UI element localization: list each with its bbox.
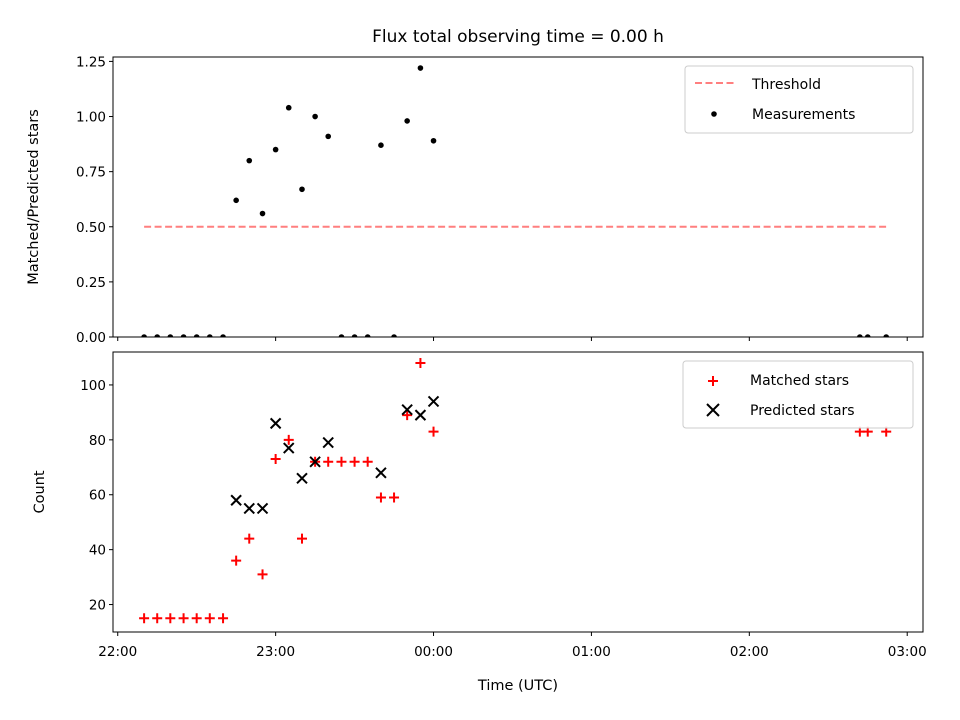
- legend-threshold-label: Threshold: [751, 77, 821, 93]
- predicted-star-point: [401, 403, 413, 416]
- y-tick-label-top: 0.00: [76, 330, 106, 346]
- measurement-point: [325, 133, 332, 140]
- x-tick-label: 00:00: [414, 644, 453, 660]
- legend-matched-label: Matched stars: [750, 373, 849, 389]
- matched-star-point: [231, 555, 242, 566]
- measurement-point: [285, 104, 292, 111]
- y-tick-label-bottom: 100: [80, 378, 106, 394]
- chart-title: Flux total observing time = 0.00 h: [372, 27, 664, 47]
- measurement-point: [864, 334, 871, 337]
- matched-star-point: [402, 410, 413, 421]
- predicted-star-point: [243, 502, 255, 515]
- y-tick-label-top: 1.00: [76, 110, 106, 126]
- measurement-point: [154, 334, 161, 337]
- matched-star-point: [191, 613, 202, 624]
- y-axis-label-top: Matched/Predicted stars: [26, 109, 42, 285]
- predicted-stars-series: [230, 395, 440, 515]
- measurement-point: [430, 137, 437, 144]
- measurement-point: [206, 334, 213, 337]
- y-tick-label-bottom: 80: [89, 433, 106, 449]
- legend-bottom-box: [682, 360, 914, 429]
- matched-star-point: [389, 492, 400, 503]
- predicted-star-point: [296, 472, 308, 484]
- y-tick-label-top: 0.50: [76, 220, 106, 236]
- x-tick-label: 22:00: [98, 644, 137, 660]
- y-tick-label-top: 0.75: [76, 165, 106, 181]
- measurement-point: [180, 334, 187, 337]
- matched-star-point: [375, 492, 386, 503]
- predicted-star-point: [322, 436, 334, 449]
- measurements-series: [141, 65, 890, 337]
- measurement-point: [141, 334, 147, 337]
- legend-measurements-label: Measurements: [752, 107, 855, 123]
- measurement-point: [857, 334, 863, 337]
- measurement-point: [167, 334, 174, 337]
- matched-star-point: [165, 613, 176, 624]
- measurement-point: [364, 334, 371, 337]
- measurement-point: [259, 210, 266, 217]
- matched-star-point: [336, 456, 347, 467]
- legend-measurements-swatch: [711, 111, 717, 117]
- legend-predicted-label: Predicted stars: [750, 403, 855, 419]
- matched-star-point: [204, 613, 215, 624]
- matched-star-point: [178, 613, 189, 624]
- predicted-star-point: [256, 502, 269, 515]
- y-tick-label-bottom: 60: [89, 488, 106, 504]
- measurement-point: [378, 142, 384, 148]
- predicted-star-point: [269, 417, 282, 430]
- x-tick-label: 02:00: [730, 644, 769, 660]
- y-tick-label-bottom: 20: [89, 598, 106, 614]
- measurement-point: [246, 157, 253, 164]
- measurement-point: [220, 334, 226, 337]
- matched-star-point: [244, 533, 255, 544]
- y-tick-label-top: 1.25: [76, 54, 106, 70]
- matched-star-point: [257, 569, 268, 580]
- measurement-point: [272, 146, 279, 153]
- matched-star-point: [349, 456, 360, 467]
- x-tick-label: 03:00: [888, 644, 927, 660]
- predicted-star-point: [283, 442, 295, 454]
- bottom-axes-frame: [112, 351, 924, 633]
- matched-star-point: [270, 454, 281, 465]
- y-axis-label-bottom: Count: [32, 470, 48, 513]
- measurement-point: [417, 65, 424, 71]
- matched-star-point: [283, 434, 294, 445]
- measurement-point: [351, 334, 358, 337]
- predicted-star-point: [375, 467, 387, 479]
- measurement-point: [299, 186, 305, 193]
- measurement-point: [391, 334, 397, 337]
- x-axis-label: Time (UTC): [477, 678, 558, 694]
- top-axes-frame: [112, 56, 924, 338]
- matched-star-point: [428, 426, 439, 437]
- legend-bottom: Matched stars Predicted stars: [682, 360, 914, 429]
- top-panel: 0.00 0.25 0.50 0.75 1.00 1.25 Matched/Predicte…: [26, 54, 924, 346]
- measurement-point: [312, 113, 318, 120]
- legend-top: Threshold Measurements: [684, 65, 914, 134]
- matched-star-point: [297, 533, 307, 544]
- predicted-star-point: [230, 494, 242, 506]
- measurement-point: [233, 197, 239, 204]
- predicted-star-point: [414, 409, 427, 421]
- matched-star-point: [415, 357, 426, 368]
- y-tick-label-bottom: 40: [89, 543, 106, 559]
- x-tick-label: 01:00: [572, 644, 611, 660]
- matched-star-point: [152, 613, 163, 624]
- legend-predicted-swatch: [706, 403, 720, 417]
- matched-star-point: [218, 613, 229, 624]
- measurement-point: [404, 118, 410, 124]
- x-tick-label: 23:00: [256, 644, 295, 660]
- measurement-point: [338, 334, 345, 337]
- matched-star-point: [323, 456, 334, 467]
- y-tick-label-top: 0.25: [76, 275, 106, 291]
- legend-top-box: [684, 65, 914, 134]
- predicted-star-point: [309, 456, 321, 468]
- predicted-star-point: [427, 395, 440, 408]
- measurement-point: [883, 334, 890, 337]
- legend-matched-swatch: [708, 376, 718, 386]
- matched-star-point: [139, 613, 150, 624]
- measurement-point: [193, 334, 200, 337]
- bottom-panel: 20 40 60 80 100 22:00 23:00 00:00 01:00 02:00 03:0…: [32, 351, 927, 660]
- matched-star-point: [362, 456, 373, 467]
